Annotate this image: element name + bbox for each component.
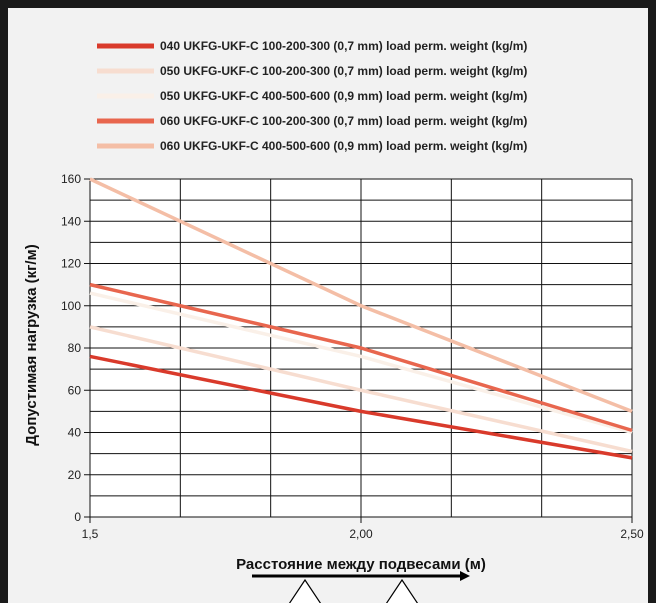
support-triangle-right-icon [385, 578, 419, 603]
y-tick-label: 120 [61, 257, 81, 271]
axis-ticks: 0 20 40 60 80 100 120 140 160 1,5 2,00 2,50 [61, 172, 644, 541]
x-tick-label: 2,50 [620, 527, 644, 541]
support-triangle-left-icon [288, 578, 322, 603]
x-tick-label: 1,5 [82, 527, 99, 541]
y-tick-label: 80 [68, 341, 82, 355]
chart-panel: 040 UKFG-UKF-C 100-200-300 (0,7 mm) load… [8, 8, 648, 603]
legend-label: 050 UKFG-UKF-C 100-200-300 (0,7 mm) load… [160, 64, 527, 78]
beam-arrow-icon [460, 571, 470, 581]
y-axis-title: Допустимая нагрузка (кг/м) [23, 244, 40, 445]
plot-area [89, 177, 633, 518]
y-tick-label: 140 [61, 214, 81, 228]
y-tick-label: 160 [61, 172, 81, 186]
legend-label: 050 UKFG-UKF-C 400-500-600 (0,9 mm) load… [160, 89, 527, 103]
y-tick-label: 60 [68, 383, 82, 397]
legend: 040 UKFG-UKF-C 100-200-300 (0,7 mm) load… [97, 39, 527, 153]
legend-label: 040 UKFG-UKF-C 100-200-300 (0,7 mm) load… [160, 39, 527, 53]
line-chart: 040 UKFG-UKF-C 100-200-300 (0,7 mm) load… [23, 39, 644, 603]
x-axis-title: Расстояние между подвесами (м) [236, 556, 486, 573]
y-tick-label: 20 [68, 468, 82, 482]
x-tick-label: 2,00 [349, 527, 373, 541]
legend-label: 060 UKFG-UKF-C 100-200-300 (0,7 mm) load… [160, 114, 527, 128]
y-tick-label: 100 [61, 299, 81, 313]
beam-decoration [252, 571, 470, 603]
y-tick-label: 40 [68, 426, 82, 440]
legend-label: 060 UKFG-UKF-C 400-500-600 (0,9 mm) load… [160, 139, 527, 153]
y-tick-label: 0 [74, 510, 81, 524]
